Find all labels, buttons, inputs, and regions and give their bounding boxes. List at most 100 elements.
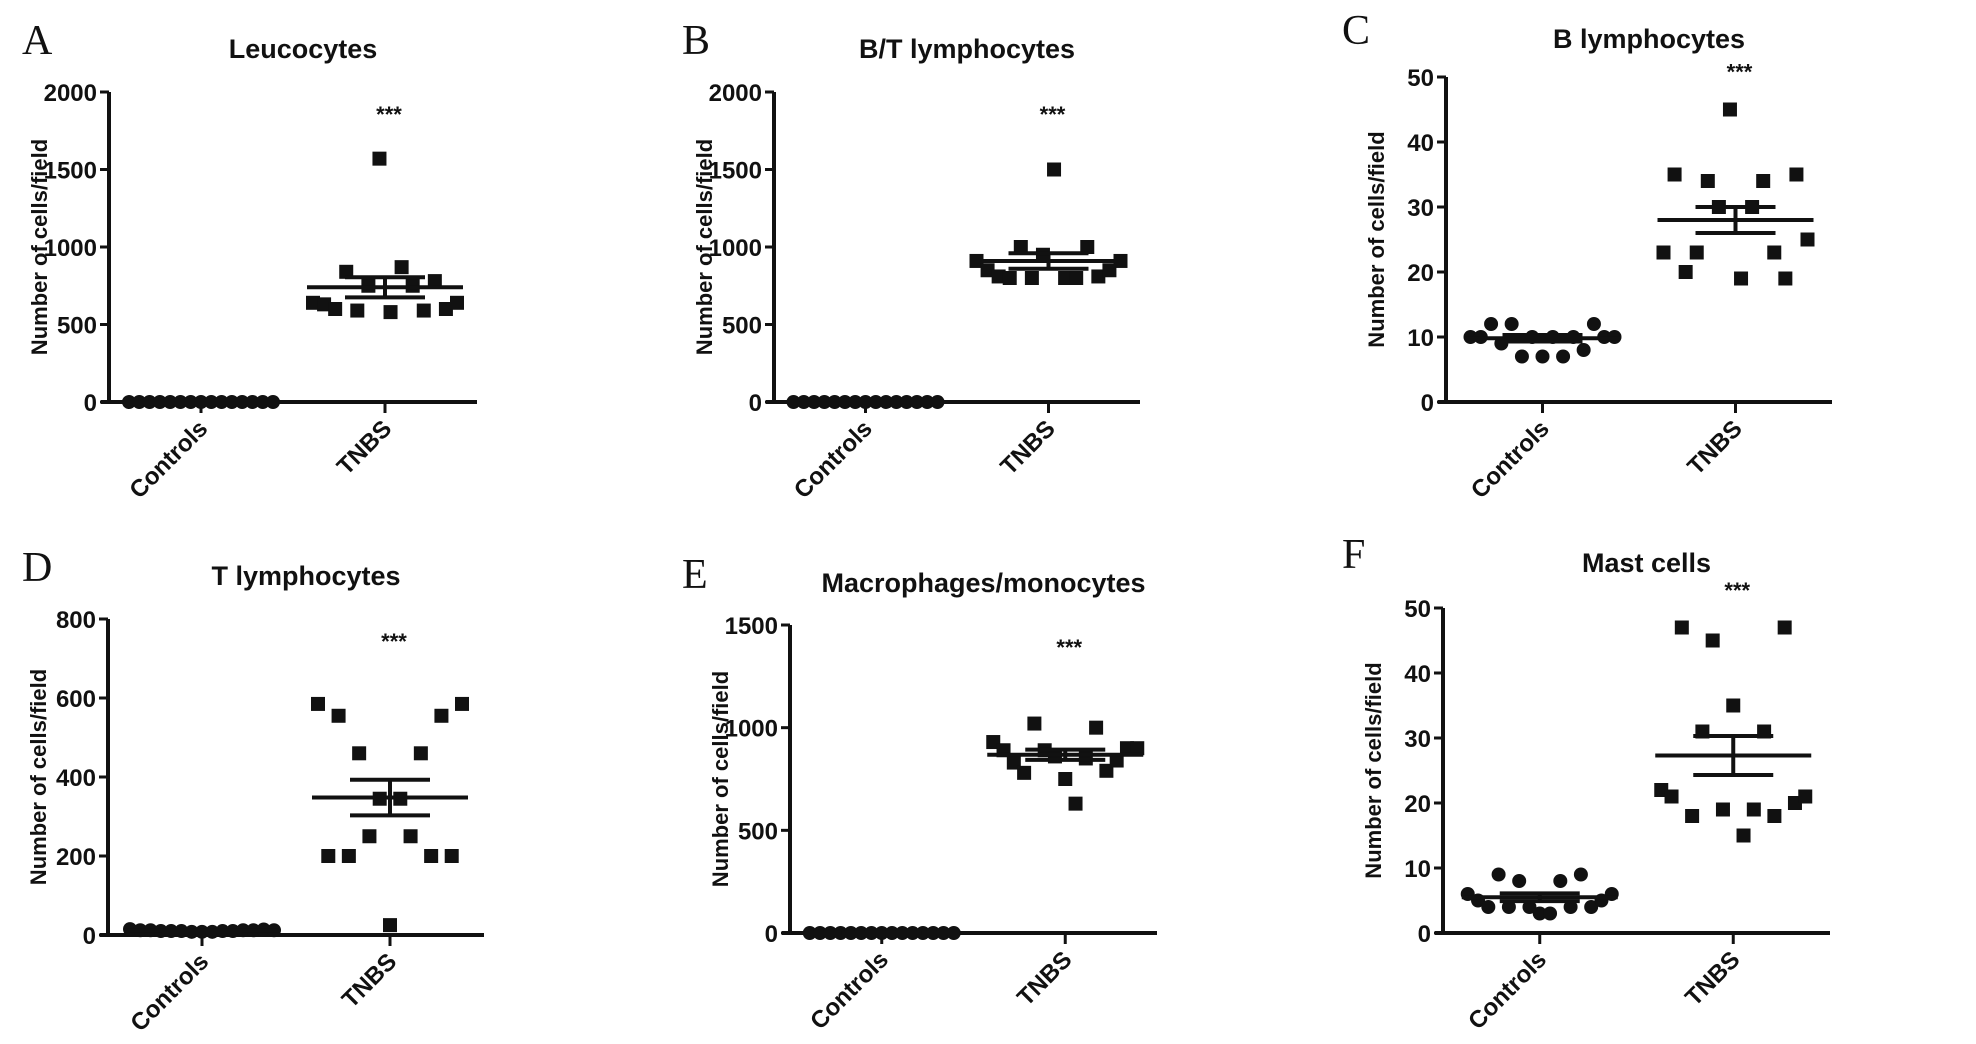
y-tick-label: 20 bbox=[1404, 791, 1431, 818]
data-point-tnbs bbox=[403, 829, 418, 844]
data-point-tnbs bbox=[1080, 240, 1095, 254]
y-axis-label: Number of cells/field bbox=[708, 671, 733, 887]
data-point-tnbs bbox=[1722, 102, 1737, 117]
data-point-tnbs bbox=[394, 260, 409, 275]
data-point-tnbs bbox=[1069, 271, 1084, 285]
significance-marker: *** bbox=[1040, 102, 1066, 127]
y-tick-label: 40 bbox=[1404, 661, 1431, 688]
y-tick-label: 50 bbox=[1404, 596, 1431, 623]
y-tick-label: 0 bbox=[84, 390, 97, 417]
panel-letter: A bbox=[22, 18, 53, 64]
y-tick-label: 0 bbox=[749, 390, 762, 417]
panel-letter: C bbox=[1342, 8, 1370, 54]
panel-a: A Leucocytes 0 500 1000 1500 2000 Number of cel… bbox=[0, 0, 659, 522]
chart-title: Leucocytes bbox=[229, 34, 378, 64]
y-axis-label: Number of cells/field bbox=[26, 669, 51, 885]
x-tick-label-controls: Controls bbox=[1463, 946, 1552, 1035]
chart-title: Macrophages/monocytes bbox=[821, 568, 1145, 598]
data-point-tnbs bbox=[1685, 809, 1700, 823]
data-point-tnbs bbox=[331, 708, 346, 723]
data-point-tnbs bbox=[1667, 167, 1682, 182]
y-tick-label: 0 bbox=[765, 921, 778, 948]
data-point-tnbs bbox=[1674, 620, 1689, 635]
y-tick-label: 0 bbox=[1421, 390, 1434, 417]
y-tick-label: 1500 bbox=[44, 158, 97, 185]
significance-marker: *** bbox=[376, 102, 402, 127]
data-point-tnbs bbox=[434, 708, 449, 723]
y-tick-label: 400 bbox=[56, 765, 96, 792]
data-point-tnbs bbox=[427, 274, 442, 289]
y-tick-label: 500 bbox=[57, 313, 97, 340]
y-tick-label: 20 bbox=[1407, 260, 1434, 287]
data-point-controls bbox=[1556, 349, 1571, 364]
data-point-tnbs bbox=[352, 746, 367, 761]
data-point-tnbs bbox=[416, 303, 431, 318]
x-tick-label-controls: Controls bbox=[805, 946, 894, 1035]
data-point-tnbs bbox=[980, 263, 995, 278]
chart-d: D T lymphocytes 0 200 400 600 800 Number of cel… bbox=[22, 545, 484, 1037]
chart-title: B lymphocytes bbox=[1553, 24, 1745, 54]
data-point-tnbs bbox=[1109, 753, 1124, 768]
panel-e: E Macrophages/monocytes 0 500 1000 1500 Number… bbox=[660, 520, 1319, 1042]
data-point-tnbs bbox=[1678, 265, 1693, 279]
data-point-tnbs bbox=[1017, 765, 1032, 780]
data-point-controls bbox=[1532, 906, 1547, 921]
data-point-tnbs bbox=[1705, 633, 1720, 648]
panel-d: D T lymphocytes 0 200 400 600 800 Number of cel… bbox=[0, 520, 659, 1042]
data-point-tnbs bbox=[438, 302, 453, 316]
data-point-tnbs bbox=[1068, 796, 1083, 811]
significance-marker: *** bbox=[1056, 635, 1082, 660]
data-point-tnbs bbox=[444, 849, 459, 863]
data-point-tnbs bbox=[1102, 263, 1117, 278]
chart-a: A Leucocytes 0 500 1000 1500 2000 Number of cel… bbox=[22, 18, 477, 504]
data-point-tnbs bbox=[1715, 802, 1730, 817]
data-point-controls bbox=[1501, 900, 1516, 914]
x-tick-label-tnbs: TNBS bbox=[332, 415, 397, 480]
data-point-tnbs bbox=[1058, 271, 1073, 285]
data-point-controls bbox=[1584, 900, 1599, 914]
y-tick-label: 1000 bbox=[725, 716, 778, 743]
data-point-tnbs bbox=[413, 746, 428, 761]
data-point-controls bbox=[1573, 867, 1588, 882]
data-point-tnbs bbox=[328, 302, 343, 316]
y-tick-label: 500 bbox=[722, 313, 762, 340]
data-point-tnbs bbox=[1664, 789, 1679, 804]
y-tick-label: 1500 bbox=[725, 613, 778, 640]
data-point-tnbs bbox=[1024, 271, 1039, 285]
data-point-tnbs bbox=[1777, 620, 1792, 635]
data-point-tnbs bbox=[1089, 720, 1104, 735]
chart-title: B/T lymphocytes bbox=[859, 34, 1075, 64]
chart-c: C B lymphocytes 0 10 20 30 40 50 Number of cells… bbox=[1342, 8, 1832, 504]
y-tick-label: 40 bbox=[1407, 130, 1434, 157]
data-point-controls bbox=[1563, 900, 1578, 914]
data-point-controls bbox=[1481, 900, 1496, 914]
y-tick-label: 800 bbox=[56, 607, 96, 634]
significance-marker: *** bbox=[1724, 578, 1750, 603]
data-point-controls bbox=[1504, 317, 1519, 331]
x-tick-label-tnbs: TNBS bbox=[995, 415, 1060, 480]
x-tick-label-controls: Controls bbox=[125, 948, 214, 1037]
data-point-tnbs bbox=[1689, 245, 1704, 260]
panel-b: B B/T lymphocytes 0 500 1000 1500 2000 Number o… bbox=[660, 0, 1319, 522]
data-point-tnbs bbox=[991, 269, 1006, 284]
y-tick-label: 30 bbox=[1404, 726, 1431, 753]
data-point-controls bbox=[1484, 317, 1499, 331]
data-point-controls bbox=[1586, 317, 1601, 331]
chart-f: F Mast cells 0 10 20 30 40 50 Number of cells/fi… bbox=[1342, 532, 1830, 1035]
data-point-tnbs bbox=[1058, 772, 1073, 786]
data-point-tnbs bbox=[1778, 271, 1793, 286]
chart-title: T lymphocytes bbox=[211, 561, 400, 591]
data-point-controls bbox=[1512, 874, 1527, 888]
panel-letter: B bbox=[682, 18, 710, 64]
data-point-tnbs bbox=[1013, 240, 1028, 254]
data-point-tnbs bbox=[1091, 269, 1106, 284]
y-tick-label: 10 bbox=[1404, 856, 1431, 883]
y-tick-label: 10 bbox=[1407, 325, 1434, 352]
data-point-tnbs bbox=[1726, 698, 1741, 713]
y-tick-label: 1000 bbox=[709, 235, 762, 262]
y-tick-label: 2000 bbox=[709, 80, 762, 107]
data-point-tnbs bbox=[321, 849, 336, 863]
data-point-tnbs bbox=[383, 918, 397, 933]
data-point-tnbs bbox=[455, 696, 469, 711]
panel-f: F Mast cells 0 10 20 30 40 50 Number of cells/fi… bbox=[1320, 520, 1976, 1042]
